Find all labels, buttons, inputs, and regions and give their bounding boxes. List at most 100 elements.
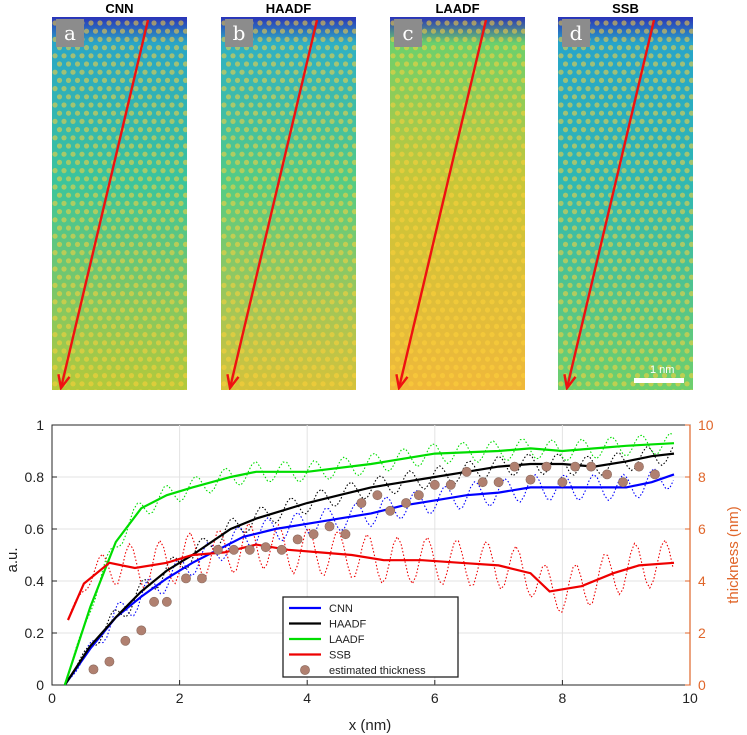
lattice-dot xyxy=(225,143,232,149)
lattice-dot xyxy=(689,389,693,390)
lattice-dot xyxy=(625,45,632,51)
lattice-dot xyxy=(257,36,263,42)
lattice-dot xyxy=(279,258,286,264)
lattice-dot xyxy=(675,299,681,305)
lattice-dot xyxy=(221,299,227,305)
lattice-dot xyxy=(558,348,564,354)
lattice-dot xyxy=(324,45,331,51)
lattice-dot xyxy=(88,315,94,321)
lattice-dot xyxy=(248,102,254,108)
lattice-dot xyxy=(643,61,650,67)
lattice-dot xyxy=(480,69,486,75)
lattice-dot xyxy=(394,323,401,329)
lattice-dot xyxy=(607,110,614,116)
lattice-dot xyxy=(338,200,344,206)
lattice-dot xyxy=(288,77,295,83)
lattice-dot xyxy=(124,20,130,26)
lattice-dot xyxy=(97,282,103,288)
lattice-dot xyxy=(394,258,401,264)
lattice-dot xyxy=(408,381,414,387)
lattice-dot xyxy=(589,209,596,215)
lattice-dot xyxy=(408,102,414,108)
lattice-dot xyxy=(342,176,349,182)
lattice-dot xyxy=(616,209,623,215)
lattice-dot xyxy=(634,307,641,313)
lattice-dot xyxy=(270,45,277,51)
lattice-dot xyxy=(115,20,121,26)
lattice-dot xyxy=(239,299,245,305)
lattice-dot xyxy=(261,28,268,34)
lattice-dot xyxy=(417,53,423,59)
lattice-dot xyxy=(173,45,180,51)
lattice-dot xyxy=(279,373,286,379)
lattice-dot xyxy=(562,241,569,247)
lattice-dot xyxy=(221,217,227,223)
lattice-dot xyxy=(516,200,522,206)
lattice-dot xyxy=(120,389,125,390)
lattice-dot xyxy=(489,69,495,75)
lattice-dot xyxy=(164,225,171,231)
lattice-dot xyxy=(230,299,236,305)
lattice-dot xyxy=(142,200,148,206)
lattice-dot xyxy=(65,340,72,346)
lattice-dot xyxy=(426,168,432,174)
lattice-dot xyxy=(169,20,175,26)
panel-letter-b: b xyxy=(225,19,253,47)
lattice-dot xyxy=(594,217,600,223)
lattice-dot xyxy=(462,348,468,354)
lattice-dot xyxy=(347,266,353,272)
lattice-dot xyxy=(598,209,605,215)
lattice-dot xyxy=(607,307,614,313)
lattice-dot xyxy=(252,110,259,116)
lattice-dot xyxy=(234,291,241,297)
lattice-dot xyxy=(448,127,455,133)
lattice-dot xyxy=(471,332,477,338)
lattice-dot xyxy=(661,176,668,182)
lattice-dot xyxy=(110,127,117,133)
lattice-dot xyxy=(137,323,144,329)
lattice-dot xyxy=(342,291,349,297)
lattice-dot xyxy=(306,176,313,182)
lattice-dot xyxy=(439,373,446,379)
lattice-dot xyxy=(266,250,272,256)
lattice-dot xyxy=(502,159,509,165)
lattice-dot xyxy=(507,151,513,157)
lattice-dot xyxy=(297,127,304,133)
lattice-dot xyxy=(648,315,654,321)
lattice-dot xyxy=(173,176,180,182)
lattice-dot xyxy=(315,192,322,198)
lattice-dot xyxy=(585,151,591,157)
lattice-dot xyxy=(92,356,99,362)
lattice-dot xyxy=(648,364,654,370)
lattice-dot xyxy=(293,135,299,141)
lattice-dot xyxy=(435,53,441,59)
lattice-dot xyxy=(133,266,139,272)
lattice-dot xyxy=(688,258,693,264)
lattice-dot xyxy=(652,28,659,34)
lattice-dot xyxy=(403,307,410,313)
lattice-dot xyxy=(390,86,396,92)
lattice-dot xyxy=(137,356,144,362)
lattice-dot xyxy=(403,323,410,329)
lattice-dot xyxy=(61,118,67,124)
lattice-dot xyxy=(661,373,668,379)
lattice-dot xyxy=(97,168,103,174)
lattice-dot xyxy=(270,373,277,379)
lattice-dot xyxy=(257,118,263,124)
lattice-dot xyxy=(621,20,627,26)
lattice-dot xyxy=(489,364,495,370)
lattice-dot xyxy=(511,373,518,379)
lattice-dot xyxy=(598,127,605,133)
lattice-dot xyxy=(502,373,509,379)
lattice-dot xyxy=(234,323,241,329)
lattice-dot xyxy=(70,282,76,288)
lattice-dot xyxy=(621,36,627,42)
lattice-dot xyxy=(306,323,313,329)
lattice-dot xyxy=(466,28,473,34)
lattice-dot xyxy=(475,110,482,116)
lattice-dot xyxy=(234,209,241,215)
lattice-dot xyxy=(484,127,491,133)
lattice-dot xyxy=(403,77,410,83)
lattice-dot xyxy=(338,151,344,157)
lattice-dot xyxy=(61,151,67,157)
